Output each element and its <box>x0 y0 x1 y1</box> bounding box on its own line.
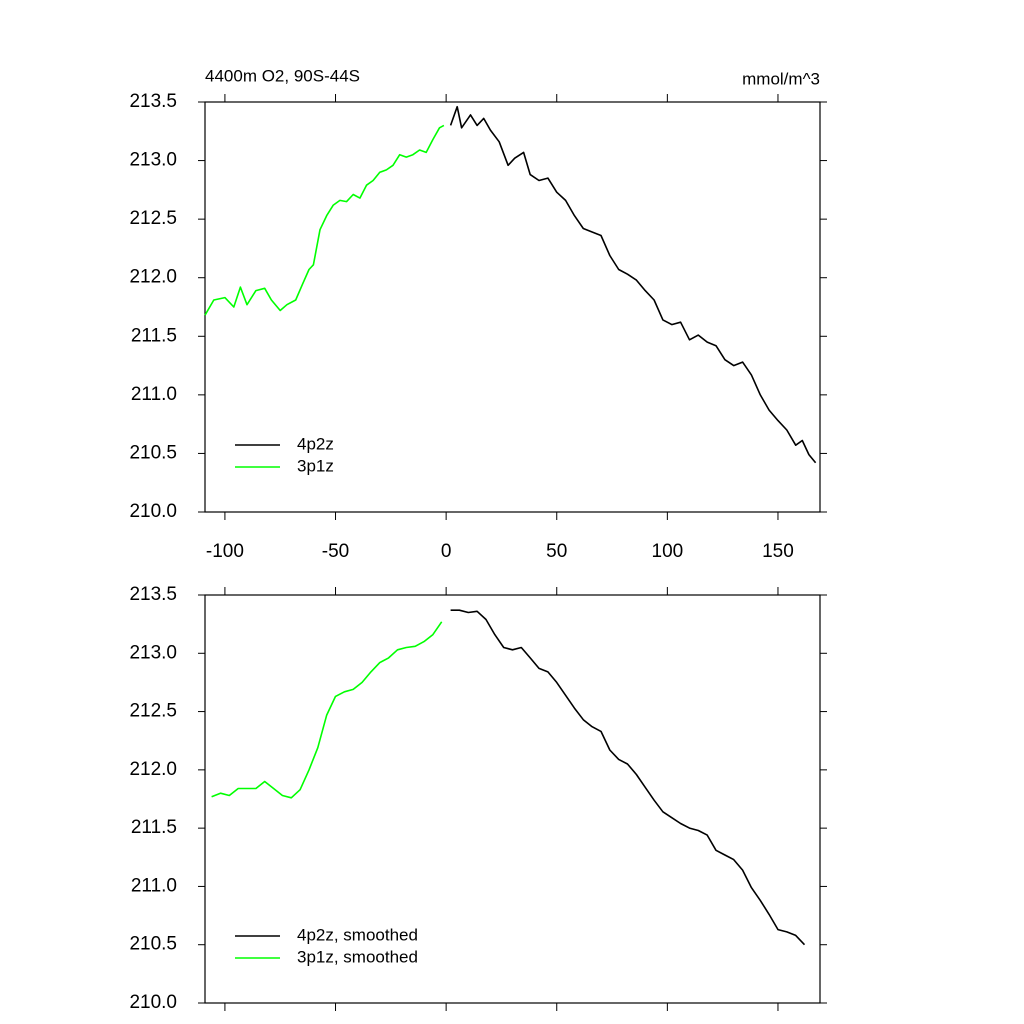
x-tick-label: 150 <box>762 541 794 562</box>
units-label: mmol/m^3 <box>742 69 820 88</box>
y-tick-label: 210.5 <box>129 934 177 955</box>
series-line <box>450 609 806 946</box>
x-tick-label: -100 <box>206 541 244 562</box>
y-tick-label: 212.5 <box>129 208 177 229</box>
y-tick-label: 211.0 <box>131 384 177 405</box>
x-tick-label: 50 <box>546 541 567 562</box>
legend-label: 3p1z, smoothed <box>297 947 418 966</box>
x-tick-label: 0 <box>441 541 452 562</box>
chart-title: 4400m O2, 90S-44S <box>205 66 360 85</box>
series-line <box>211 621 443 799</box>
series-line <box>449 105 817 464</box>
y-tick-label: 212.0 <box>129 759 177 780</box>
y-tick-label: 213.5 <box>129 91 177 112</box>
plot-frame <box>204 101 821 513</box>
series-line <box>204 124 445 316</box>
y-tick-label: 213.0 <box>129 642 177 663</box>
x-tick-label: -50 <box>322 541 349 562</box>
y-tick-label: 211.5 <box>131 817 177 838</box>
legend-label: 4p2z <box>297 434 334 453</box>
y-tick-label: 211.0 <box>131 875 177 896</box>
y-tick-label: 211.5 <box>131 325 177 346</box>
legend-label: 4p2z, smoothed <box>297 925 418 944</box>
y-tick-label: 210.0 <box>129 501 177 522</box>
legend-label: 3p1z <box>297 456 334 475</box>
y-tick-label: 213.0 <box>129 150 177 171</box>
y-tick-label: 210.5 <box>129 442 177 463</box>
y-tick-label: 213.5 <box>129 584 177 605</box>
y-tick-label: 210.0 <box>129 992 177 1013</box>
x-tick-label: 100 <box>652 541 684 562</box>
y-tick-label: 212.5 <box>129 701 177 722</box>
y-tick-label: 212.0 <box>129 267 177 288</box>
plot-frame <box>204 594 821 1004</box>
